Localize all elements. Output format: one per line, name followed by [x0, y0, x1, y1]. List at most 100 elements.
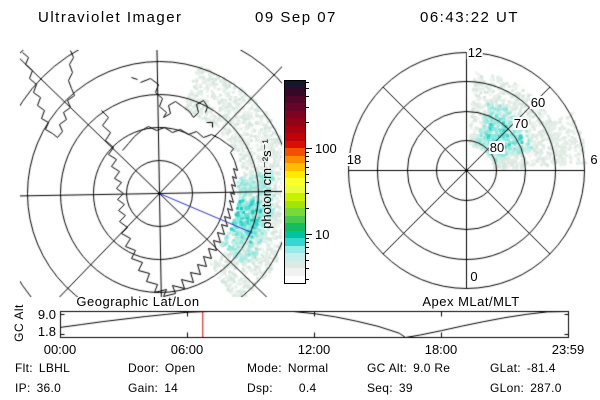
status-ip: IP: 36.0 — [15, 381, 61, 395]
mlt-label-0: 0 — [469, 269, 479, 284]
xtick-0600: 06:00 — [170, 342, 204, 357]
geographic-map-canvas — [12, 44, 288, 300]
colorbar-band — [285, 140, 305, 149]
status-glat-value: -81.4 — [526, 361, 556, 375]
colorbar-band — [285, 253, 305, 261]
ytick-1-8: 1.8 — [37, 324, 56, 339]
status-gc-alt-value: 9.0 Re — [413, 361, 451, 375]
status-glat-label: GLat: — [490, 361, 521, 375]
status-dsp-label: Dsp: — [247, 381, 273, 395]
status-door-label: Door: — [128, 361, 159, 375]
colorbar-band — [285, 238, 305, 246]
obs-date: 09 Sep 07 — [255, 9, 337, 26]
status-gc-alt: GC Alt: 9.0 Re — [367, 361, 450, 375]
status-glon-label: GLon: — [490, 381, 525, 395]
status-ip-label: IP: — [15, 381, 31, 395]
colorbar-band — [285, 103, 305, 111]
colorbar-tick — [306, 88, 309, 89]
status-gain-value: 14 — [164, 381, 179, 395]
colorbar-band — [285, 185, 305, 194]
mlt-label-12: 12 — [466, 45, 484, 60]
status-glon: GLon: 287.0 — [490, 381, 562, 395]
colorbar-tick — [306, 174, 309, 175]
colorbar-tick — [306, 193, 309, 194]
xtick-0000: 00:00 — [43, 342, 77, 357]
colorbar-tick-label: 100 — [315, 141, 337, 156]
colorbar-tick — [306, 268, 309, 269]
colorbar-tick — [306, 161, 309, 162]
status-door-value: Open — [164, 361, 196, 375]
colorbar-band — [285, 260, 305, 269]
colorbar-tick — [306, 279, 309, 280]
colorbar-tick — [306, 208, 309, 209]
colorbar-band — [285, 230, 305, 239]
colorbar-tick — [306, 148, 312, 149]
colorbar-band — [285, 118, 305, 126]
colorbar-tick — [306, 107, 309, 108]
obs-time: 06:43:22 UT — [420, 9, 520, 26]
status-glon-value: 287.0 — [530, 381, 562, 395]
ring-label-60: 60 — [529, 95, 547, 110]
status-gain-label: Gain: — [128, 381, 159, 395]
status-flt-value: LBHL — [38, 361, 71, 375]
colorbar-band — [285, 275, 305, 284]
colorbar-tick — [306, 82, 309, 83]
colorbar-band — [285, 178, 305, 186]
page-title: Ultraviolet Imager — [38, 9, 183, 26]
status-seq-value: 39 — [398, 381, 413, 395]
status-flt-label: Flt: — [15, 361, 33, 375]
status-seq: Seq: 39 — [367, 381, 413, 395]
colorbar-band — [285, 193, 305, 201]
colorbar-band — [285, 88, 305, 96]
colorbar-band — [285, 125, 305, 134]
colorbar-band — [285, 245, 305, 254]
colorbar-tick — [306, 96, 309, 97]
colorbar-band — [285, 170, 305, 179]
y-axis-label-gc-alt: GC Alt — [12, 304, 26, 342]
colorbar-band — [285, 81, 305, 89]
colorbar-tick — [306, 167, 309, 168]
colorbar-band — [285, 223, 305, 231]
status-ip-value: 36.0 — [36, 381, 62, 395]
ring-label-80: 80 — [488, 140, 506, 155]
colorbar-tick — [306, 182, 309, 183]
status-gc-alt-label: GC Alt: — [367, 361, 408, 375]
ring-label-70: 70 — [512, 116, 530, 131]
colorbar-tick — [306, 247, 309, 248]
status-glat: GLat: -81.4 — [490, 361, 556, 375]
colorbar-band — [285, 155, 305, 164]
colorbar-band — [285, 133, 305, 141]
colorbar-label: photon cm⁻²s⁻¹ — [259, 139, 274, 229]
colorbar-tick — [306, 242, 309, 243]
plot-title-apex: Apex MLat/MLT — [422, 294, 520, 309]
status-mode-label: Mode: — [247, 361, 282, 375]
xtick-1800: 18:00 — [424, 342, 458, 357]
status-flt: Flt: LBHL — [15, 361, 70, 375]
mlt-label-6: 6 — [589, 152, 599, 167]
colorbar-band — [285, 200, 305, 209]
apex-polar-canvas — [340, 44, 600, 296]
status-gain: Gain: 14 — [128, 381, 178, 395]
colorbar-tick — [306, 260, 309, 261]
mlt-label-18: 18 — [345, 152, 363, 167]
xtick-2359: 23:59 — [551, 342, 585, 357]
colorbar-band — [285, 163, 305, 171]
colorbar-tick — [306, 238, 309, 239]
colorbar-band — [285, 110, 305, 119]
colorbar-tick — [306, 234, 312, 235]
colorbar-tick — [306, 152, 309, 153]
colorbar-tick — [306, 253, 309, 254]
colorbar-band — [285, 208, 305, 216]
status-door: Door: Open — [128, 361, 195, 375]
colorbar-band — [285, 148, 305, 156]
colorbar — [284, 80, 306, 284]
status-dsp-value: 0.4 — [298, 381, 317, 395]
colorbar-tick — [306, 156, 309, 157]
plot-title-geographic: Geographic Lat/Lon — [76, 294, 200, 309]
xtick-1200: 12:00 — [297, 342, 331, 357]
colorbar-band — [285, 215, 305, 224]
colorbar-tick — [306, 122, 309, 123]
ytick-9: 9.0 — [37, 307, 56, 322]
status-mode: Mode: Normal — [247, 361, 328, 375]
